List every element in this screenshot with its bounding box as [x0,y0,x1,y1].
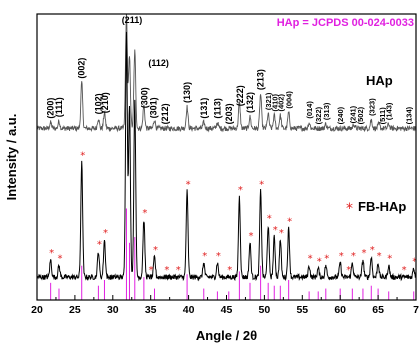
peak-label: (210) [100,92,110,113]
peak-label: (301) [149,97,159,118]
peak-star-marker: * [57,254,62,265]
peak-label: (313) [322,102,331,120]
x-tick-label: 20 [31,304,43,316]
peak-star-marker: * [370,245,375,256]
x-tick-label: 55 [296,304,308,316]
peak-star-marker: * [164,265,169,276]
peak-label: (213) [256,69,266,90]
x-axis-title: Angle / 2θ [196,328,257,343]
peak-label: (300) [140,87,150,108]
x-tick-label: 40 [183,304,195,316]
x-tick-label: 65 [372,304,384,316]
series-line-fb-hap [37,31,416,282]
series-line-hap [37,14,416,133]
series-label-hap: HAp [366,73,393,88]
peak-label: (004) [285,91,294,109]
peak-label: (200) [46,98,56,119]
peak-star-marker: * [186,179,191,190]
peak-label: (102) [93,93,103,114]
x-tick-label: 7 [413,304,419,316]
peak-label: (130) [182,82,192,103]
peak-label: (014) [305,101,314,119]
peak-star-marker: * [377,251,382,262]
x-tick-label: 30 [107,304,119,316]
peak-label: (002) [77,58,87,79]
peak-label: (402) [276,94,285,112]
peak-label: (410) [270,94,279,112]
peak-label: (240) [336,106,345,124]
peak-label: (113) [212,98,222,119]
peak-star-marker: * [412,257,417,268]
peak-label: (211) [122,15,143,25]
peak-label: (112) [148,58,169,68]
peak-star-marker: * [317,257,322,268]
plot-frame [36,13,417,301]
x-tick-label: 25 [69,304,81,316]
peak-star-marker: * [227,265,232,276]
peak-star-marker: * [97,239,102,250]
y-axis-title: Intensity / a.u. [4,114,19,201]
peak-label: (134) [404,106,413,124]
peak-star-marker: * [202,251,207,262]
legend-star-marker: * [346,201,353,217]
peak-star-marker: * [176,265,181,276]
peak-star-marker: * [279,228,284,239]
peak-star-marker: * [238,185,243,196]
peak-star-marker: * [248,231,253,242]
peak-star-marker: * [346,265,351,276]
peak-star-marker: * [402,265,407,276]
peak-label: (511) [378,107,387,125]
x-axis: 20 25 30 35 40 45 50 55 60 65 7 [31,295,419,316]
peak-star-marker: * [273,225,278,236]
peak-star-marker: * [142,208,147,219]
reference-pattern-label: HAp = JCPDS 00-024-0033 [277,17,414,29]
peak-star-marker: * [351,251,356,262]
peak-star-marker: * [267,214,272,225]
peak-label: (241) [348,105,357,123]
peak-star-marker: * [216,251,221,262]
peak-label: (502) [356,106,365,124]
peak-label: (143) [385,102,394,120]
x-tick-label: 45 [221,304,233,316]
peak-star-marker: * [361,248,366,259]
peak-label: (111) [54,97,64,117]
peak-star-marker: * [339,251,344,262]
peak-star-marker: * [387,254,392,265]
peak-star-marker: * [308,254,313,265]
peak-star-marker: * [80,151,85,162]
peak-label: (321) [264,92,273,110]
peak-label: (131) [199,98,209,119]
peak-label: (212) [160,103,170,124]
series-label-fb-hap: FB-HAp [358,199,406,214]
x-tick-label: 35 [145,304,157,316]
peak-label: (323) [367,98,376,116]
peak-star-marker: * [259,179,264,190]
peak-label: (203) [224,103,234,124]
peak-star-marker: * [287,217,292,228]
peak-label: (222) [235,85,245,106]
peak-star-marker: * [49,248,54,259]
x-tick-label: 50 [259,304,271,316]
peak-star-marker: * [324,254,329,265]
peak-star-marker: * [153,245,158,256]
x-tick-label: 60 [334,304,346,316]
peak-label: (322) [314,106,323,124]
peak-label: (132) [245,92,255,113]
peak-star-marker: * [148,265,153,276]
peak-star-marker: * [103,228,108,239]
